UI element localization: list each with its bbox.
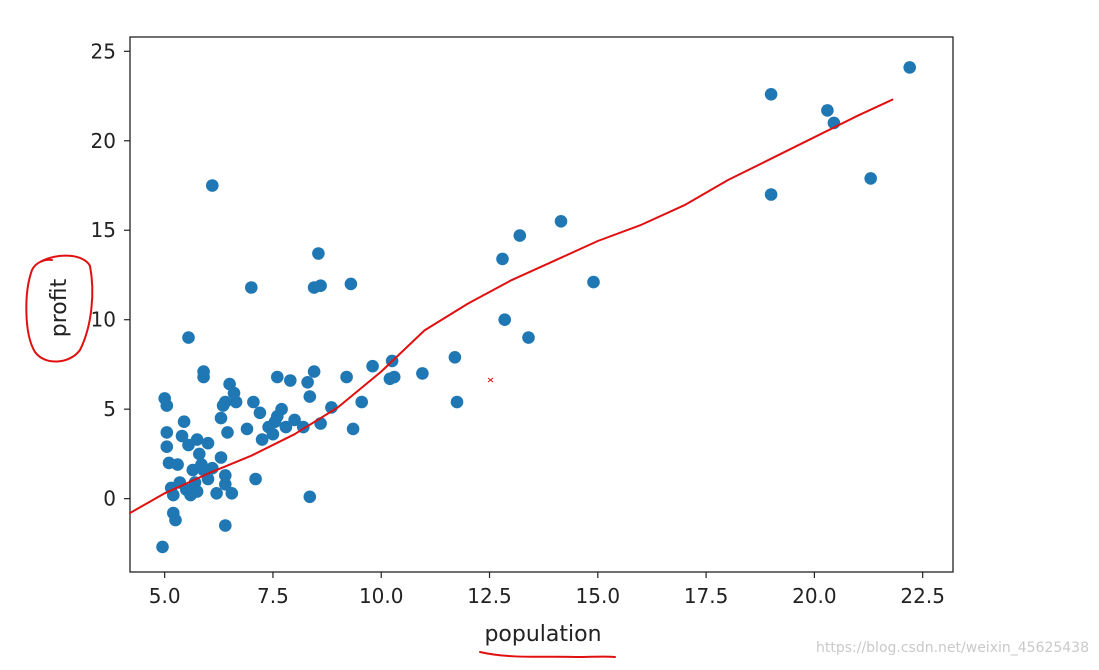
data-point bbox=[182, 331, 195, 344]
data-point bbox=[587, 275, 600, 289]
plot-frame bbox=[129, 36, 954, 573]
annotations bbox=[25, 254, 616, 659]
data-point bbox=[303, 390, 317, 403]
data-point bbox=[160, 440, 174, 454]
data-point bbox=[160, 399, 174, 412]
y-tick-label: 15 bbox=[91, 218, 116, 242]
data-point bbox=[764, 188, 778, 201]
data-point bbox=[229, 395, 243, 409]
x-tick-label: 7.5 bbox=[257, 584, 289, 608]
plot-area bbox=[129, 36, 954, 573]
data-point bbox=[245, 281, 258, 294]
data-point bbox=[249, 472, 262, 486]
x-tick-label: 15.0 bbox=[576, 584, 621, 608]
data-point bbox=[288, 413, 301, 427]
y-tick-label: 0 bbox=[103, 487, 116, 511]
data-point bbox=[346, 422, 360, 436]
data-point bbox=[177, 415, 191, 429]
data-point bbox=[903, 61, 916, 74]
data-point bbox=[210, 487, 223, 500]
data-point bbox=[214, 451, 228, 464]
data-point bbox=[301, 376, 314, 389]
data-point bbox=[214, 411, 228, 425]
data-point bbox=[312, 247, 325, 260]
x-tick-label: 10.0 bbox=[359, 584, 404, 608]
data-point bbox=[496, 252, 509, 266]
data-point bbox=[240, 422, 254, 436]
data-point bbox=[303, 490, 317, 504]
data-point bbox=[253, 406, 267, 420]
data-point bbox=[156, 540, 169, 554]
data-point bbox=[450, 395, 464, 409]
fit-line bbox=[129, 98, 894, 514]
y-axis-label: profit bbox=[47, 278, 72, 337]
data-point bbox=[221, 426, 234, 439]
data-point bbox=[255, 433, 269, 446]
stray-mark-annotation bbox=[487, 377, 494, 383]
data-point bbox=[219, 519, 232, 532]
x-tick-label: 12.5 bbox=[467, 584, 512, 608]
y-tick-label: 20 bbox=[91, 129, 116, 153]
data-point bbox=[167, 488, 180, 502]
data-point bbox=[275, 402, 288, 416]
y-tick-label: 5 bbox=[103, 397, 116, 421]
data-point bbox=[314, 279, 327, 293]
data-point bbox=[416, 367, 429, 380]
data-point bbox=[193, 447, 206, 461]
y-ticks: 0 5 10 15 20 25 bbox=[91, 39, 130, 511]
data-point bbox=[498, 313, 512, 327]
data-point bbox=[225, 487, 239, 500]
data-point bbox=[821, 104, 834, 117]
data-point bbox=[219, 395, 232, 409]
data-point bbox=[206, 179, 219, 192]
data-point bbox=[169, 513, 182, 527]
data-point bbox=[513, 229, 527, 242]
data-point bbox=[219, 469, 232, 482]
data-point bbox=[160, 426, 174, 439]
data-point bbox=[344, 277, 358, 291]
data-point bbox=[355, 395, 369, 409]
x-tick-label: 22.5 bbox=[900, 584, 945, 608]
x-axis-label: population bbox=[484, 622, 601, 647]
profit-circle-annotation bbox=[25, 254, 94, 363]
data-point bbox=[764, 88, 778, 101]
data-point bbox=[279, 420, 293, 434]
fit-line-group bbox=[129, 98, 894, 514]
data-point bbox=[201, 436, 215, 450]
data-point bbox=[175, 429, 189, 443]
y-tick-label: 10 bbox=[91, 308, 116, 332]
data-point bbox=[522, 331, 535, 344]
data-point bbox=[554, 215, 568, 228]
data-point bbox=[366, 359, 379, 373]
data-point bbox=[448, 351, 462, 364]
data-point bbox=[864, 172, 877, 185]
data-point bbox=[219, 478, 232, 491]
x-tick-label: 20.0 bbox=[792, 584, 837, 608]
watermark: https://blog.csdn.net/weixin_45625438 bbox=[815, 640, 1089, 656]
y-tick-label: 25 bbox=[91, 39, 116, 63]
data-point bbox=[387, 370, 401, 384]
population-underline-annotation bbox=[479, 651, 616, 659]
x-ticks: 5.0 7.5 10.0 12.5 15.0 17.5 20.0 22.5 bbox=[149, 572, 945, 608]
data-point bbox=[266, 427, 280, 441]
data-point bbox=[340, 370, 353, 384]
data-point bbox=[171, 458, 184, 471]
data-point bbox=[271, 370, 284, 384]
data-point bbox=[284, 374, 297, 387]
data-point bbox=[197, 365, 210, 378]
x-tick-label: 17.5 bbox=[684, 584, 729, 608]
data-point bbox=[247, 395, 260, 409]
data-point bbox=[190, 485, 204, 498]
data-point bbox=[307, 365, 321, 378]
x-tick-label: 5.0 bbox=[149, 584, 181, 608]
data-point bbox=[190, 433, 204, 446]
